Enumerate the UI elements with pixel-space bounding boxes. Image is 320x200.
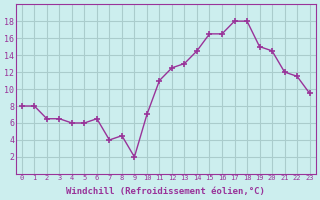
X-axis label: Windchill (Refroidissement éolien,°C): Windchill (Refroidissement éolien,°C): [66, 187, 265, 196]
